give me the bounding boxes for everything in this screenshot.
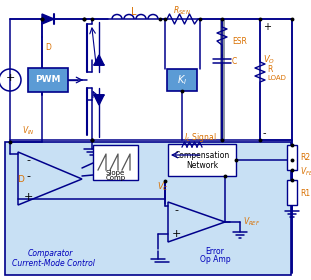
Text: $R_{SEN}$: $R_{SEN}$: [173, 5, 191, 17]
Text: $V_O$: $V_O$: [263, 54, 275, 66]
Text: Slope: Slope: [106, 170, 125, 176]
Text: C: C: [232, 57, 237, 66]
Text: Network: Network: [186, 160, 218, 169]
Text: $K_I$: $K_I$: [177, 73, 187, 87]
Text: +: +: [23, 192, 33, 202]
Text: R2: R2: [300, 153, 310, 162]
Text: Comparator: Comparator: [27, 249, 73, 258]
Text: LOAD: LOAD: [267, 75, 286, 81]
Text: ESR: ESR: [232, 36, 247, 45]
Text: $V_{FB}$: $V_{FB}$: [300, 166, 311, 178]
Bar: [287, 145, 297, 170]
Bar: [168, 144, 236, 176]
Text: +: +: [5, 73, 15, 83]
Text: -: -: [26, 171, 30, 181]
Text: R1: R1: [300, 188, 310, 197]
Text: $V_{REF}$: $V_{REF}$: [243, 216, 260, 228]
Text: L: L: [131, 7, 137, 17]
Bar: [28, 68, 68, 92]
Text: $V_{IN}$: $V_{IN}$: [22, 125, 35, 137]
Text: D: D: [17, 176, 24, 185]
Text: $I_L$ Signal: $I_L$ Signal: [184, 131, 217, 144]
Polygon shape: [42, 14, 54, 24]
Bar: [93, 145, 138, 180]
Text: D: D: [45, 43, 51, 52]
Text: -: -: [26, 155, 30, 165]
Polygon shape: [18, 152, 82, 205]
Text: Op Amp: Op Amp: [200, 255, 230, 263]
Text: +: +: [263, 22, 271, 32]
Text: Error: Error: [206, 248, 225, 256]
Text: -: -: [263, 128, 267, 138]
Text: PWM: PWM: [35, 76, 61, 85]
Polygon shape: [94, 55, 104, 65]
Bar: [167, 69, 197, 91]
Text: Comp: Comp: [105, 175, 126, 181]
Text: -: -: [174, 205, 178, 215]
Text: +: +: [171, 229, 181, 239]
Bar: [287, 180, 297, 205]
Polygon shape: [94, 95, 104, 105]
Text: Compensation: Compensation: [174, 151, 230, 160]
Bar: [5, 142, 291, 275]
Text: $V_C$: $V_C$: [157, 181, 169, 193]
Text: Current-Mode Control: Current-Mode Control: [12, 259, 95, 268]
Polygon shape: [168, 202, 225, 242]
Text: R: R: [267, 66, 272, 74]
